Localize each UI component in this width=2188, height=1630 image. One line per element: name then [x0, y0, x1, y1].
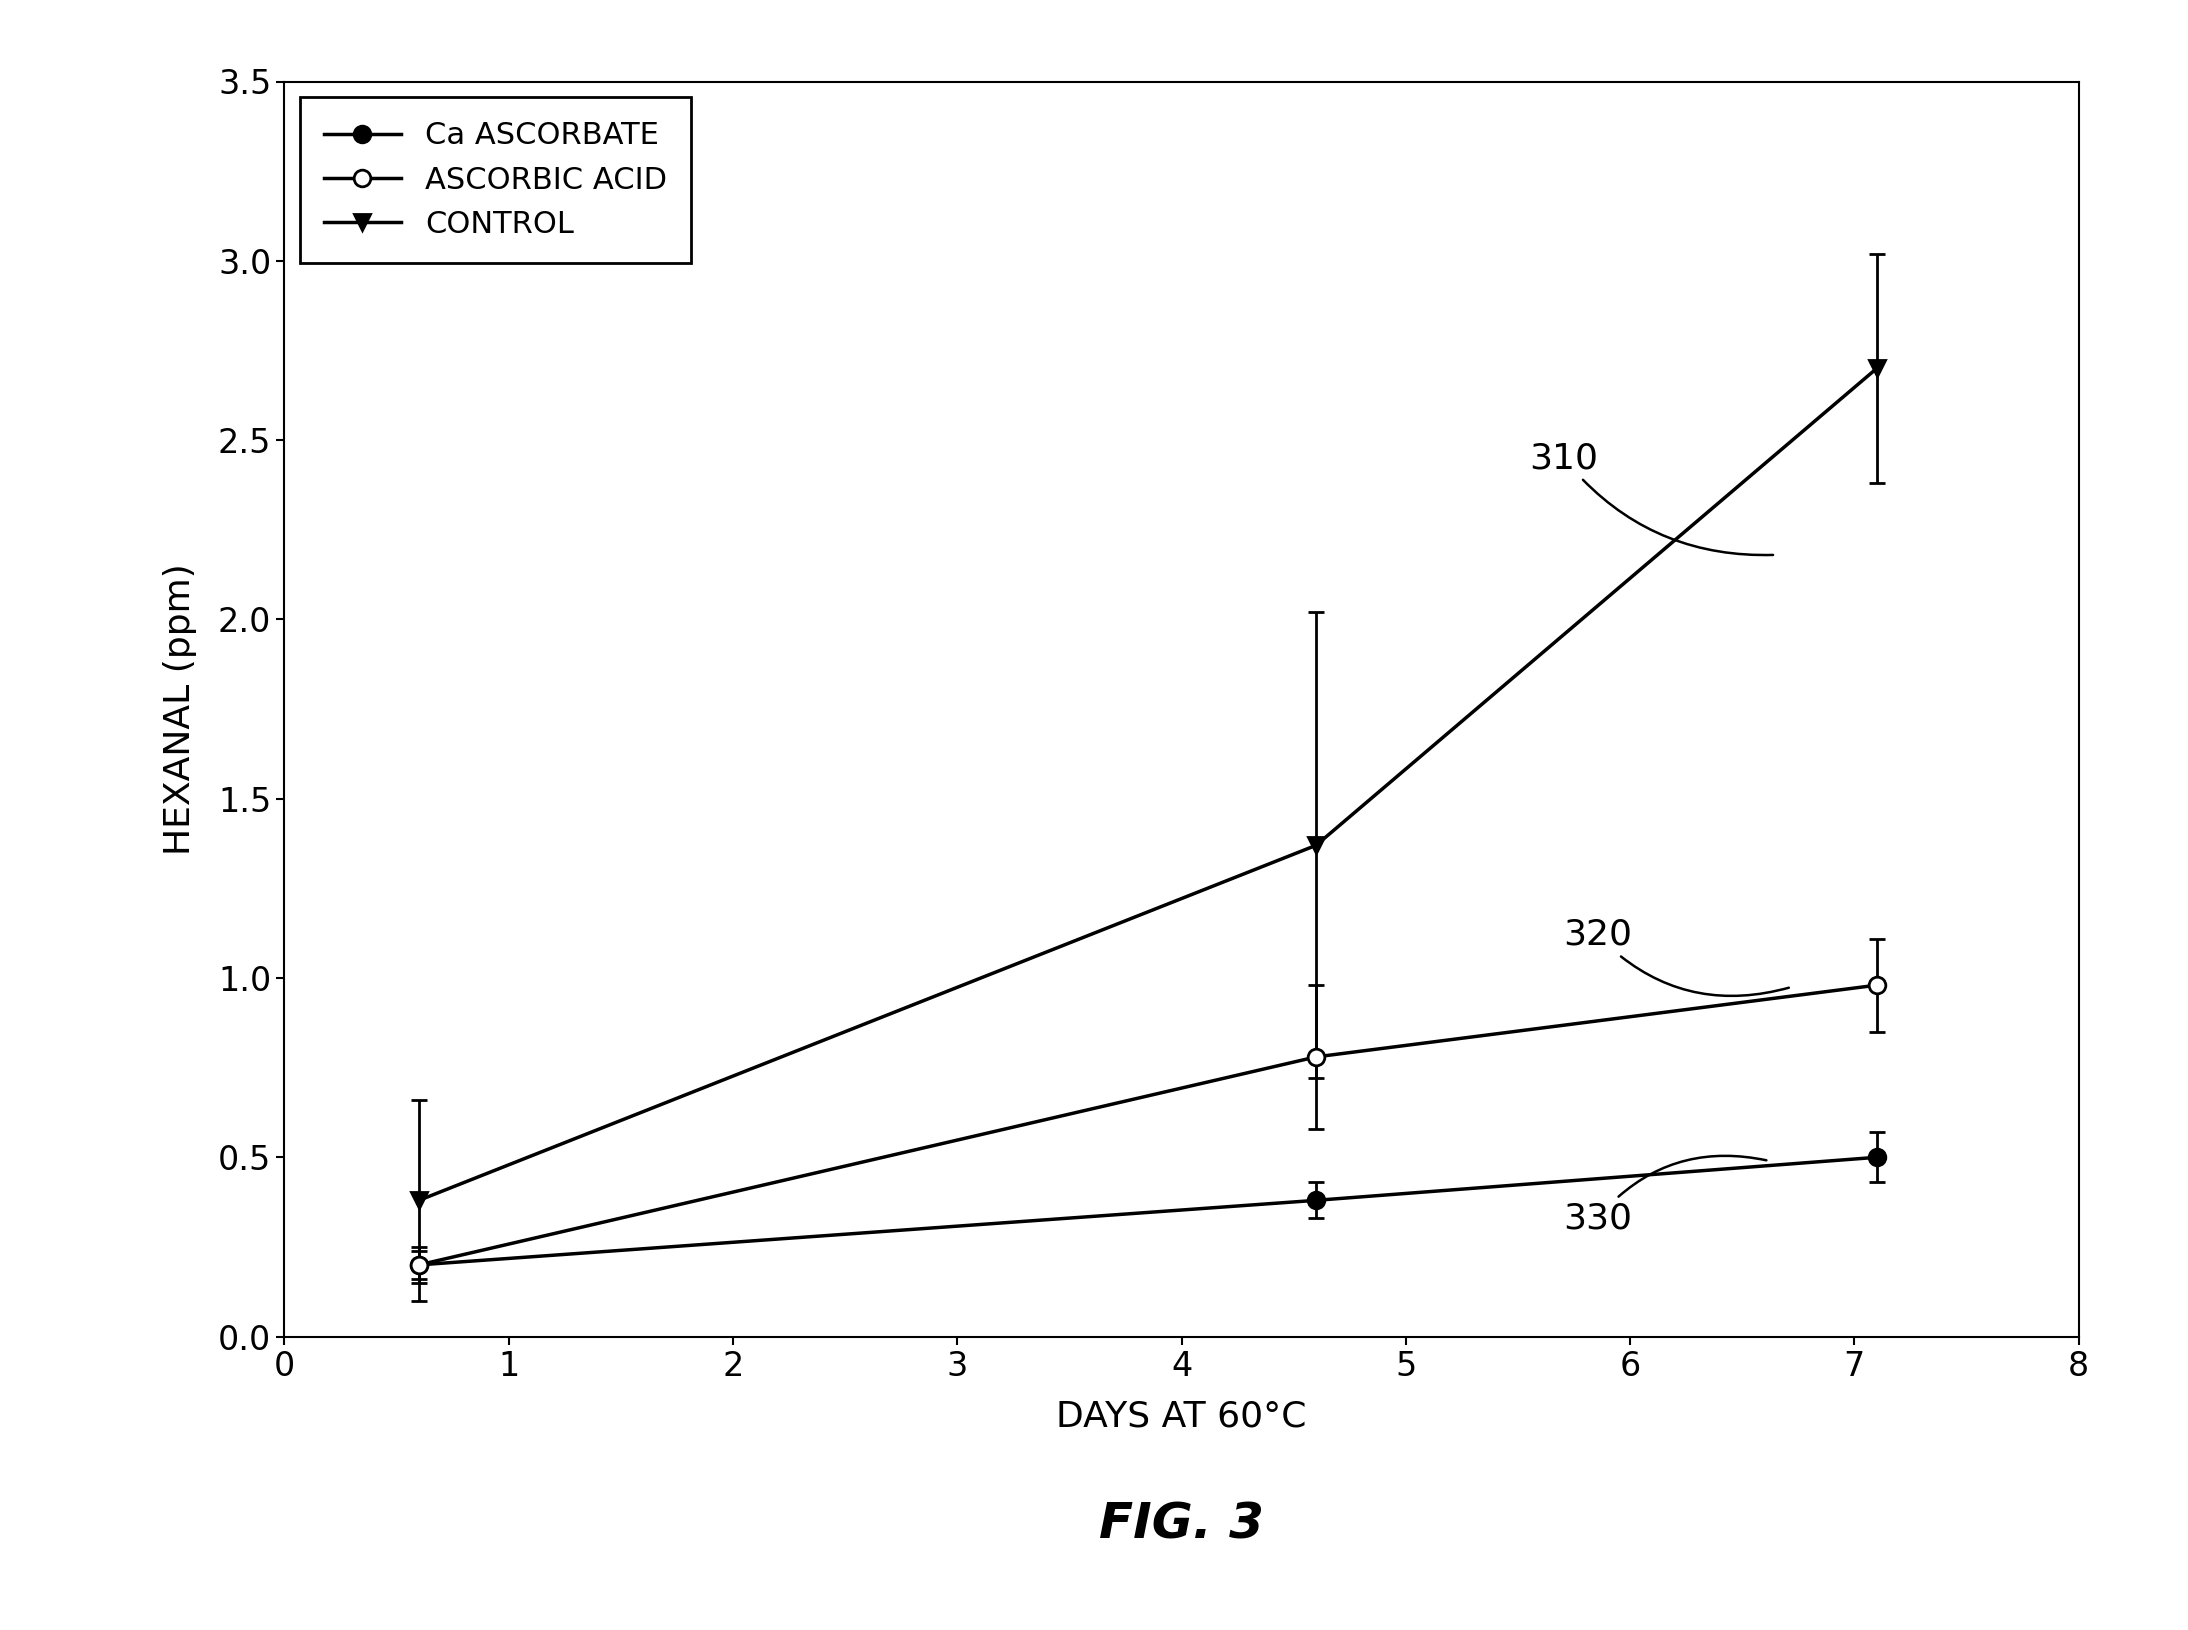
Y-axis label: HEXANAL (ppm): HEXANAL (ppm) [164, 564, 197, 854]
Legend: Ca ASCORBATE, ASCORBIC ACID, CONTROL: Ca ASCORBATE, ASCORBIC ACID, CONTROL [300, 96, 691, 262]
Text: 330: 330 [1562, 1156, 1766, 1236]
Text: 310: 310 [1529, 442, 1772, 556]
Text: 320: 320 [1562, 918, 1790, 996]
X-axis label: DAYS AT 60°C: DAYS AT 60°C [1057, 1400, 1306, 1433]
Text: FIG. 3: FIG. 3 [1098, 1500, 1265, 1548]
